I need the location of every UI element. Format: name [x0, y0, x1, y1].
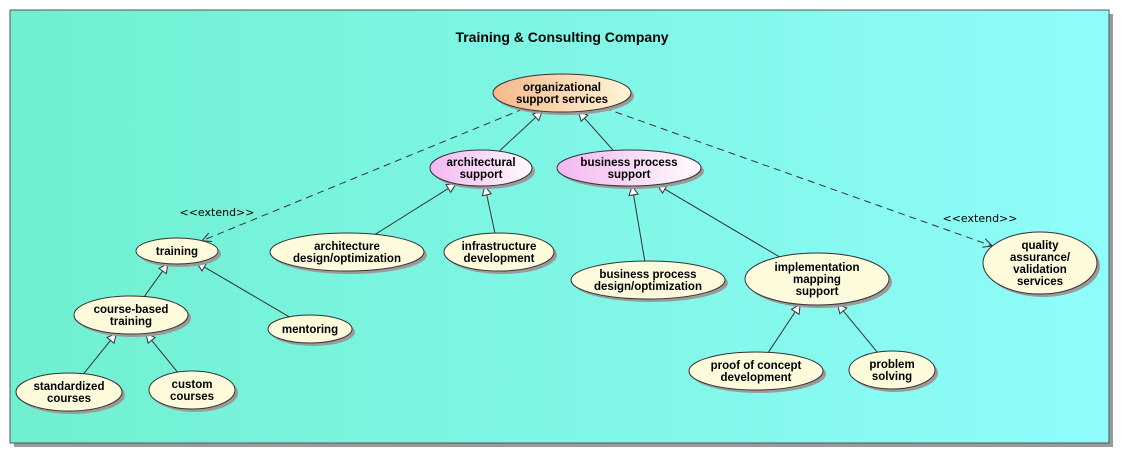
extend-line	[201, 108, 524, 242]
use-case-mentoring: mentoring	[267, 314, 355, 346]
use-case-label: organizational	[523, 82, 601, 94]
use-case-label: design/optimization	[594, 281, 702, 293]
generalization-line	[837, 303, 878, 353]
extend-label: <<extend>>	[943, 212, 1018, 225]
use-case-label: services	[1017, 276, 1063, 288]
use-case-label: mapping	[793, 274, 841, 286]
use-case-label: courses	[170, 391, 214, 403]
use-case-ellipse	[688, 351, 824, 391]
use-case-ellipse	[443, 232, 555, 272]
use-case-label: support	[796, 286, 839, 298]
use-case-ellipse	[492, 73, 632, 113]
generalization-line	[196, 262, 290, 318]
use-case-label: course-based	[94, 304, 169, 316]
use-case-ellipse	[73, 295, 189, 335]
generalization-line	[656, 184, 780, 258]
use-case-label: quality	[1021, 240, 1059, 252]
use-case-label: support services	[516, 94, 608, 106]
use-case-label: architectural	[446, 157, 515, 169]
use-case-ellipse	[744, 252, 890, 306]
use-case-ellipse	[570, 260, 726, 300]
use-case-label: training	[156, 246, 198, 258]
use-case-label: assurance/	[1010, 252, 1071, 264]
use-case-ellipse	[15, 372, 123, 412]
use-case-ellipse	[429, 149, 533, 187]
use-case-label: infrastructure	[462, 241, 537, 253]
use-case-label: design/optimization	[293, 253, 401, 265]
use-case-label: validation	[1013, 264, 1067, 276]
generalization-line	[374, 183, 457, 235]
use-case-label: training	[110, 316, 152, 328]
use-case-label: architecture	[314, 241, 380, 253]
diagram-title: Training & Consulting Company	[455, 29, 668, 45]
use-case-label: proof of concept	[711, 360, 802, 372]
use-case-label: solving	[872, 371, 912, 383]
extend-line	[604, 107, 993, 247]
use-case-label: implementation	[775, 262, 860, 274]
use-case-ellipse	[135, 237, 219, 265]
edge-proof-of-concept-development-to-implementation-mapping-support	[767, 303, 801, 353]
use-case-label: business process	[599, 269, 696, 281]
use-case-label: custom	[172, 379, 213, 391]
use-case-ellipse	[556, 149, 702, 187]
use-case-label: support	[460, 169, 503, 181]
use-case-label: problem	[869, 359, 914, 371]
generalization-line	[631, 185, 646, 262]
use-case-label: courses	[47, 393, 91, 405]
use-case-label: development	[464, 253, 535, 265]
use-case-ellipse	[269, 232, 425, 272]
generalization-line	[498, 110, 543, 152]
use-case-label: support	[608, 169, 651, 181]
generalization-line	[767, 304, 801, 353]
generalization-arrowhead	[790, 303, 801, 316]
use-case-training: training	[135, 237, 221, 267]
use-case-label: business process	[580, 157, 677, 169]
extend-label: <<extend>>	[180, 206, 255, 219]
use-case-label: development	[721, 372, 792, 384]
use-case-ellipse	[267, 314, 353, 344]
use-case-ellipse	[148, 370, 236, 410]
use-case-label: standardized	[34, 381, 105, 393]
use-case-label: mentoring	[282, 324, 338, 336]
use-case-ellipse	[848, 350, 936, 390]
use-case-ellipse	[982, 231, 1098, 295]
